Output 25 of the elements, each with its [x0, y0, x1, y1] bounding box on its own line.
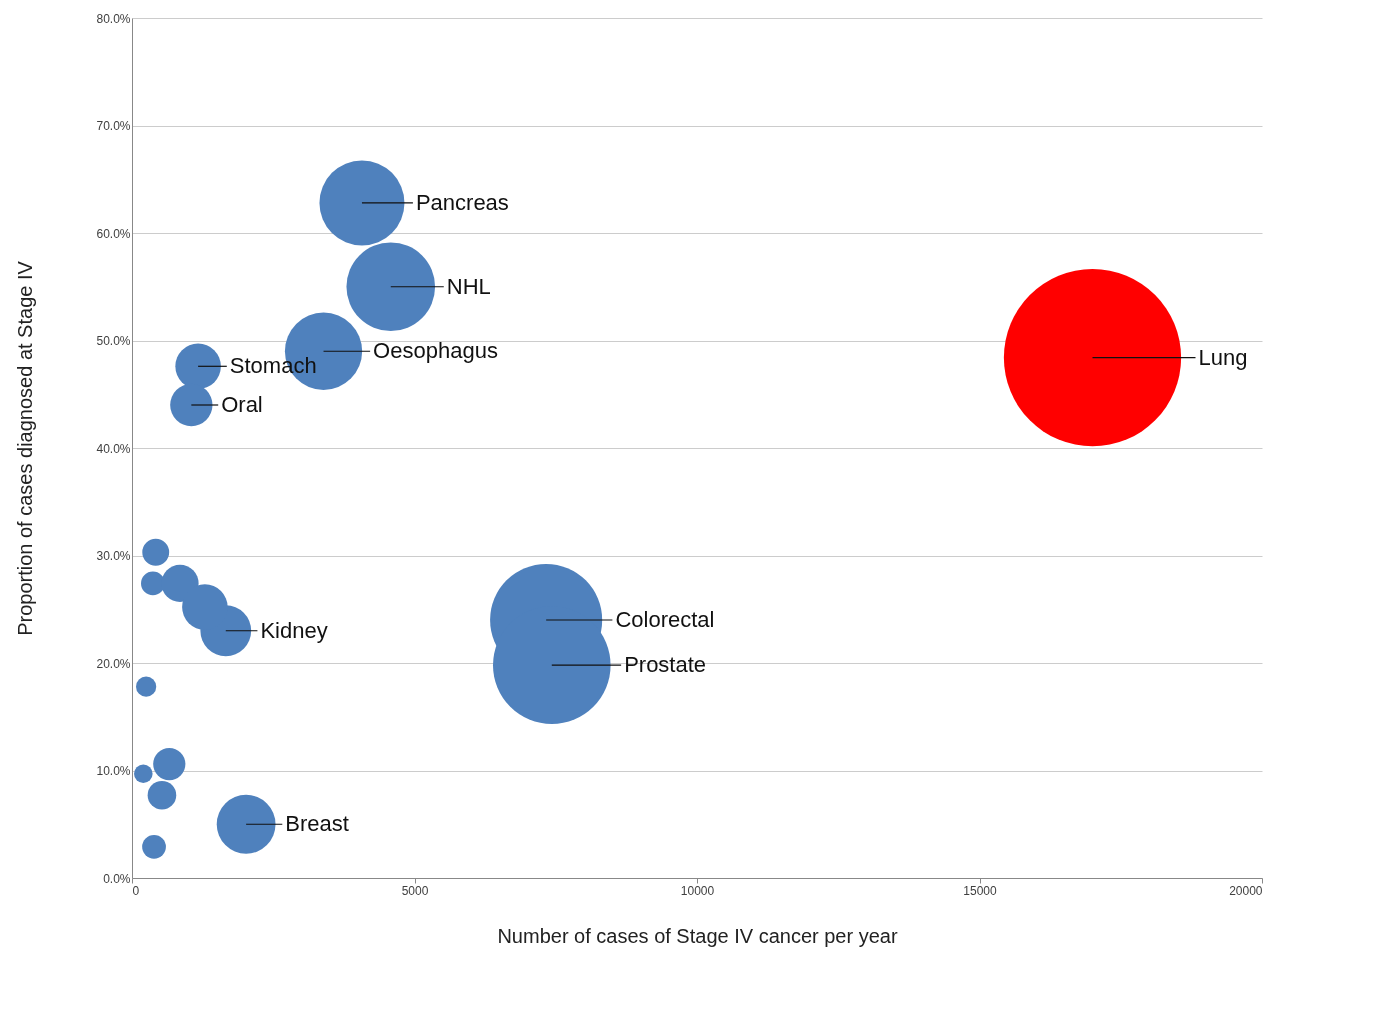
y-tick-label: 40.0% — [96, 441, 131, 456]
annotation: NHL — [446, 273, 491, 299]
y-tick-label: 10.0% — [96, 764, 131, 778]
x-tick-label: 20000 — [1229, 883, 1263, 898]
annotation: Oral — [221, 392, 263, 417]
annotation: Breast — [285, 811, 349, 837]
annotation: Prostate — [624, 652, 707, 678]
x-tick-label: 10000 — [680, 883, 715, 898]
y-tick-label: 30.0% — [96, 549, 131, 563]
y-tick-label: 20.0% — [96, 656, 131, 671]
y-tick-label: 80.0% — [96, 11, 131, 26]
x-tick-label: 0 — [132, 883, 140, 898]
annotation: Oesophagus — [373, 338, 498, 364]
y-tick-label: 60.0% — [96, 226, 131, 241]
annotation: Colorectal — [615, 607, 715, 632]
y-axis-title: Proportion of cases diagnosed at Stage IV — [14, 260, 37, 636]
x-axis-title: Number of cases of Stage IV cancer per year — [497, 924, 898, 947]
annotation: Pancreas — [415, 189, 509, 215]
y-tick-label: 0.0% — [103, 871, 131, 886]
y-tick-label: 50.0% — [96, 334, 131, 348]
y-tick-label: 70.0% — [96, 119, 131, 133]
x-tick-label: 5000 — [401, 883, 429, 898]
annotation: Kidney — [260, 617, 328, 643]
annotation: Lung — [1198, 344, 1248, 370]
x-tick-label: 15000 — [963, 883, 998, 898]
